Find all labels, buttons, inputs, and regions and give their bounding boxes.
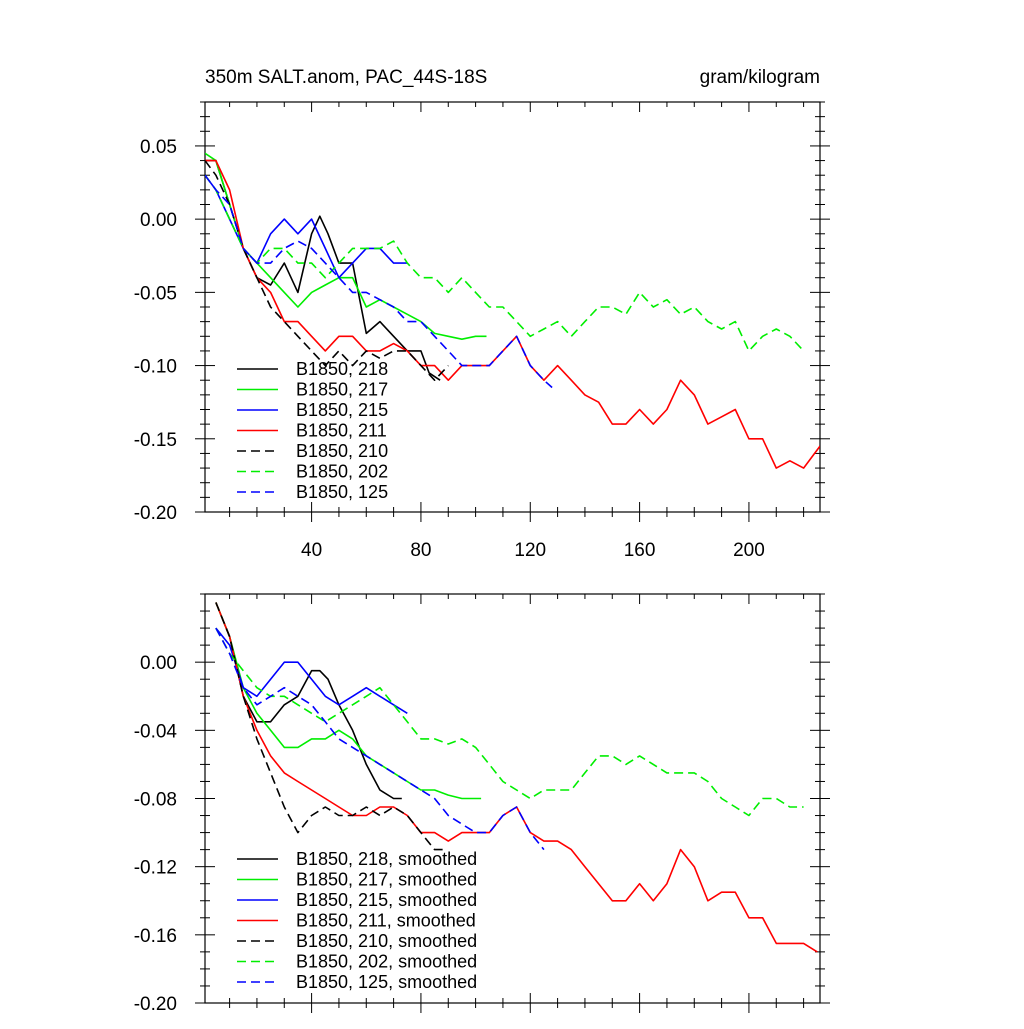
legend-label: B1850, 202 [296,462,388,482]
legend-label: B1850, 218 [296,359,388,379]
y-tick-label: 0.00 [140,210,177,231]
series-group [215,602,818,953]
y-tick-label: -0.16 [134,926,177,947]
x-tick-label: 160 [624,540,656,561]
legend-label: B1850, 202, smoothed [296,952,477,972]
x-tick-label: 200 [733,540,765,561]
y-tick-label: 0.05 [140,137,177,158]
series-line-2 [215,627,408,714]
legend-label: B1850, 215 [296,400,388,420]
units-label: gram/kilogram [700,67,820,88]
y-tick-label: -0.08 [134,790,177,811]
top-plot-area: 40 80 120 160 200 0.05 0.00 -0.05 -0.10 -0.15 -0.2… [134,101,830,561]
y-tick-label: -0.20 [134,994,177,1015]
series-line-5 [205,174,805,352]
series-line-6 [215,627,545,851]
legend-label: B1850, 215, smoothed [296,890,477,910]
legend-label: B1850, 211 [296,421,387,441]
legend-label: B1850, 210, smoothed [296,931,477,951]
legend-label: B1850, 218, smoothed [296,849,477,869]
top-panel: 350m SALT.anom, PAC_44S-18S gram/kilogra… [134,67,830,561]
x-tick-label: 120 [514,540,546,561]
series-line-4 [205,160,449,382]
series-line-1 [205,152,487,341]
bottom-plot-area: 0.00 -0.04 -0.08 -0.12 -0.16 -0.20 B1850, 218,… [134,593,830,1015]
legend-label: B1850, 210 [296,441,388,461]
chart-title: 350m SALT.anom, PAC_44S-18S [205,67,487,88]
y-tick-label: -0.04 [134,721,178,742]
legend-label: B1850, 125 [296,482,388,502]
legend-label: B1850, 217 [296,380,388,400]
series-line-1 [215,602,482,800]
series-line-4 [215,602,443,851]
y-tick-label: -0.05 [134,283,177,304]
y-tick-label: -0.12 [134,858,177,879]
y-tick-label: -0.20 [134,503,177,524]
x-tick-label: 80 [410,540,431,561]
y-tick-label: -0.15 [134,430,177,451]
series-line-5 [215,627,804,817]
x-tick-label: 40 [301,540,322,561]
legend-label: B1850, 217, smoothed [296,870,477,890]
bottom-panel: 0.00 -0.04 -0.08 -0.12 -0.16 -0.20 B1850, 218,… [134,593,830,1015]
series-line-2 [205,174,408,279]
series-line-6 [205,174,553,389]
legend-label: B1850, 211, smoothed [296,911,476,931]
y-tick-label: -0.10 [134,357,177,378]
series-line-0 [215,602,402,800]
series-group [205,152,820,469]
legend-label: B1850, 125, smoothed [296,972,477,992]
y-tick-label: 0.00 [140,653,177,674]
